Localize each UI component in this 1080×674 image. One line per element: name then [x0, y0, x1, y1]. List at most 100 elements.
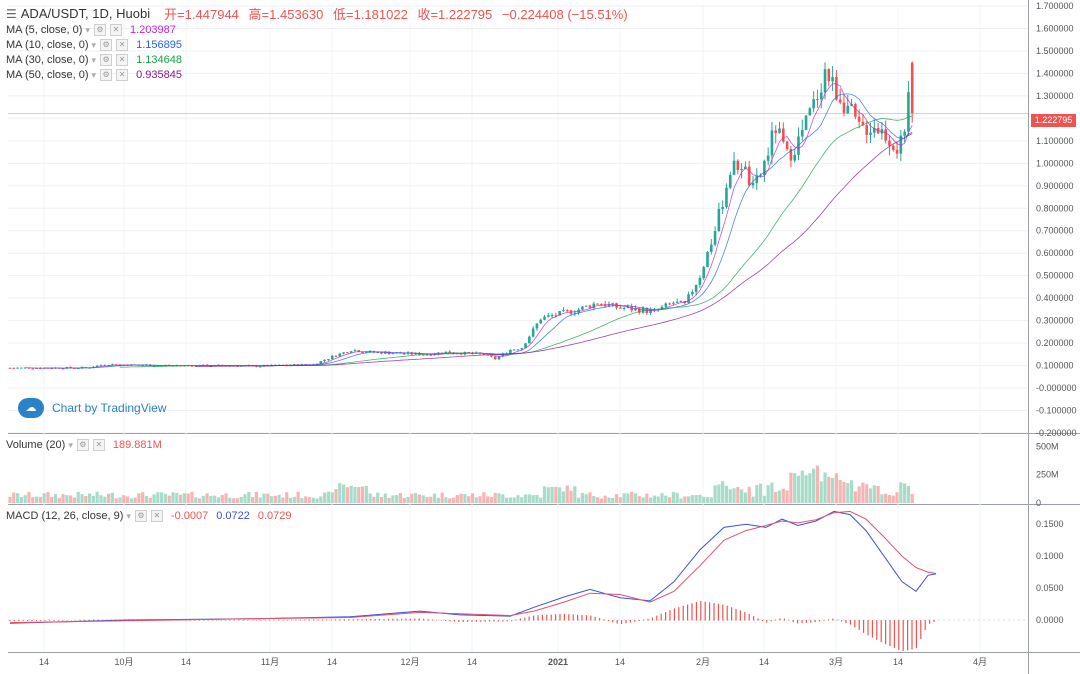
settings-icon[interactable]: ⚙ — [100, 54, 113, 66]
chevron-down-icon[interactable]: ▾ — [68, 439, 73, 450]
time-axis-label: 2月 — [696, 657, 710, 667]
chevron-down-icon[interactable]: ▾ — [91, 69, 97, 80]
settings-icon[interactable]: ⚙ — [100, 69, 113, 81]
volume-bar — [345, 487, 349, 503]
candle-body — [702, 267, 706, 279]
volume-bar — [785, 490, 789, 503]
volume-bar — [383, 493, 387, 503]
signal-value: 0.0729 — [257, 510, 292, 522]
close-icon[interactable]: ✕ — [116, 54, 129, 66]
volume-bar — [758, 483, 763, 503]
volume-bar — [194, 497, 198, 503]
candle-body — [20, 367, 23, 369]
candle-body — [493, 356, 497, 360]
ma5-legend[interactable]: MA (5, close, 0) ▾ ⚙ ✕ 1.203987 — [6, 24, 176, 36]
symbol-title[interactable]: ADA/USDT, 1D, Huobi — [20, 6, 151, 21]
candle-body — [873, 127, 876, 133]
hamburger-icon[interactable]: ☰ — [6, 6, 17, 21]
volume-bar — [76, 491, 80, 503]
volume-bar — [27, 491, 31, 503]
close-icon[interactable]: ✕ — [109, 24, 122, 36]
volume-bar — [584, 494, 588, 503]
volume-bar — [815, 465, 820, 503]
volume-bar — [220, 494, 224, 503]
candle-body — [520, 348, 524, 350]
volume-bar — [800, 470, 804, 503]
volume-bar — [213, 495, 217, 503]
volume-bar — [406, 496, 410, 503]
volume-bar — [671, 492, 675, 503]
volume-bar — [831, 478, 835, 503]
candle-body — [789, 149, 793, 161]
volume-bar — [470, 493, 475, 503]
volume-bar — [311, 497, 315, 503]
volume-bar — [690, 495, 694, 503]
candle-body — [103, 365, 107, 367]
price-axis-label: 1.400000 — [1036, 68, 1074, 78]
ma10-legend[interactable]: MA (10, close, 0) ▾ ⚙ ✕ 1.156895 — [6, 39, 182, 51]
candle-body — [778, 128, 781, 133]
close-icon[interactable]: ✕ — [116, 69, 129, 81]
chevron-down-icon[interactable]: ▾ — [91, 54, 97, 65]
chevron-down-icon[interactable]: ▾ — [126, 510, 131, 521]
candle-body — [596, 303, 599, 305]
close-icon[interactable]: ✕ — [116, 39, 129, 51]
price-axis-label: 0.800000 — [1036, 203, 1074, 213]
volume-bar — [167, 495, 171, 503]
time-axis-label: 14 — [327, 657, 337, 667]
watermark-text: Chart by TradingView — [52, 401, 167, 415]
volume-bar — [486, 496, 490, 503]
chevron-down-icon[interactable]: ▾ — [85, 24, 90, 35]
close-icon[interactable]: ✕ — [92, 439, 105, 451]
candle-body — [857, 116, 861, 122]
settings-icon[interactable]: ⚙ — [134, 510, 147, 522]
volume-bar — [607, 497, 611, 503]
volume-bar — [630, 491, 634, 503]
chevron-down-icon[interactable]: ▾ — [91, 39, 97, 50]
ma30-legend[interactable]: MA (30, close, 0) ▾ ⚙ ✕ 1.134648 — [6, 54, 182, 66]
candle-body — [562, 310, 565, 312]
volume-bar — [880, 494, 884, 503]
volume-bar — [395, 495, 399, 503]
volume-legend[interactable]: Volume (20) ▾ ⚙ ✕ 189.881M — [6, 439, 162, 451]
volume-bar — [834, 473, 838, 503]
volume-bar — [12, 492, 16, 503]
volume-bar — [205, 493, 209, 503]
candle-body — [903, 131, 906, 136]
candle-body — [380, 352, 383, 354]
time-axis-label: 3月 — [829, 657, 843, 667]
candle-body — [99, 365, 103, 367]
ma50-legend[interactable]: MA (50, close, 0) ▾ ⚙ ✕ 0.935845 — [6, 69, 182, 81]
macd-legend[interactable]: MACD (12, 26, close, 9) ▾ ⚙ ✕ -0.0007 0.… — [6, 510, 292, 522]
macd-line — [9, 510, 937, 624]
settings-icon[interactable]: ⚙ — [93, 24, 106, 36]
settings-icon[interactable]: ⚙ — [76, 439, 89, 451]
volume-bar — [15, 493, 20, 503]
candle-body — [319, 361, 323, 364]
tradingview-watermark[interactable]: ☁ Chart by TradingView — [18, 398, 167, 418]
candle-body — [391, 353, 395, 355]
volume-bar — [679, 498, 683, 503]
close-icon[interactable]: ✕ — [150, 510, 163, 522]
price-axis-label: -0.200000 — [1036, 428, 1077, 438]
candle-body — [766, 155, 770, 161]
volume-bar — [228, 497, 232, 503]
volume-bar — [372, 496, 376, 503]
candle-body — [607, 304, 611, 307]
candle-body — [497, 356, 501, 360]
volume-bar — [69, 495, 73, 503]
volume-bar — [872, 485, 876, 503]
candle-body — [482, 353, 486, 355]
settings-icon[interactable]: ⚙ — [100, 39, 113, 51]
price-axis-label: 0.900000 — [1036, 181, 1074, 191]
volume-bar — [569, 490, 573, 503]
volume-bar — [125, 496, 130, 503]
macd-axis-label: 0.1500 — [1036, 519, 1064, 529]
volume-bar — [713, 485, 717, 503]
volume-bar — [891, 495, 895, 503]
volume-bar — [103, 496, 107, 503]
candle-body — [524, 343, 527, 349]
volume-bar — [895, 492, 899, 503]
volume-bar — [740, 489, 744, 503]
